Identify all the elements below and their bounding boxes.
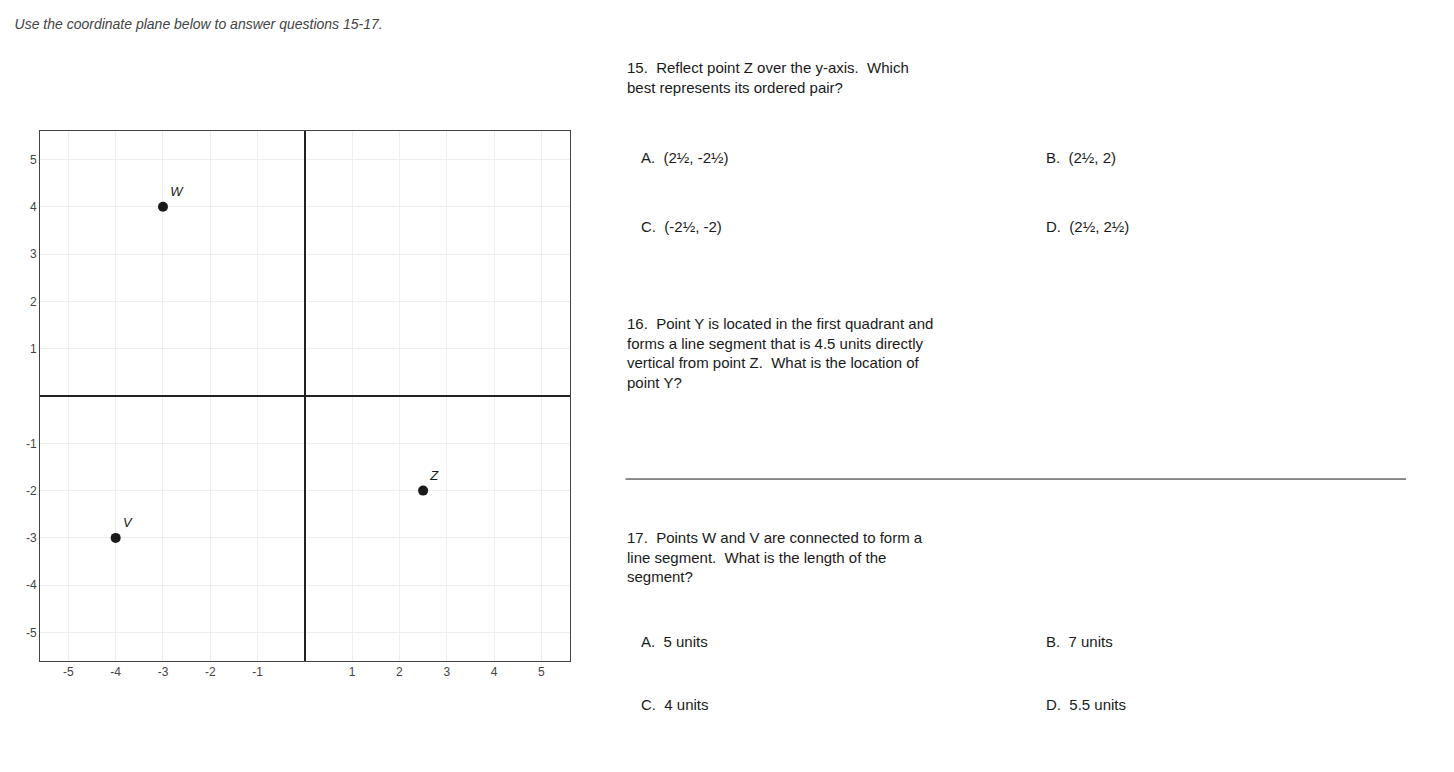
svg-text:W: W [170, 184, 184, 199]
svg-text:3: 3 [443, 665, 450, 679]
svg-text:V: V [123, 515, 133, 530]
svg-text:Use the coordinate plane below: Use the coordinate plane below to answer… [15, 16, 383, 32]
svg-text:-1: -1 [252, 665, 263, 679]
svg-text:1: 1 [30, 342, 37, 356]
svg-text:-4: -4 [26, 578, 37, 592]
svg-text:2: 2 [30, 295, 37, 309]
svg-text:C. (-2½, -2): C. (-2½, -2) [641, 218, 722, 235]
svg-text:17. Points W and V are connec: 17. Points W and V are connected to form… [627, 529, 923, 585]
svg-text:B. 7 units: B. 7 units [1046, 633, 1113, 650]
svg-text:D. (2½, 2½): D. (2½, 2½) [1046, 218, 1129, 235]
svg-text:4: 4 [491, 665, 498, 679]
svg-text:A. 5 units: A. 5 units [641, 633, 708, 650]
svg-text:A. (2½, -2½): A. (2½, -2½) [641, 149, 729, 166]
svg-text:-3: -3 [158, 665, 169, 679]
svg-text:5: 5 [30, 153, 37, 167]
svg-text:B. (2½, 2): B. (2½, 2) [1046, 149, 1116, 166]
svg-text:2: 2 [396, 665, 403, 679]
svg-text:-1: -1 [26, 437, 37, 451]
svg-text:3: 3 [30, 247, 37, 261]
svg-text:D. 5.5 units: D. 5.5 units [1046, 696, 1126, 713]
svg-text:-5: -5 [63, 665, 74, 679]
svg-text:-2: -2 [26, 484, 37, 498]
svg-text:15. Reflect point Z over the: 15. Reflect point Z over the y-axis. Whi… [627, 59, 909, 96]
svg-text:C. 4 units: C. 4 units [641, 696, 709, 713]
svg-text:4: 4 [30, 200, 37, 214]
svg-text:16. Point Y is located in the: 16. Point Y is located in the first quad… [627, 315, 933, 391]
svg-text:-5: -5 [26, 626, 37, 640]
svg-text:5: 5 [538, 665, 545, 679]
svg-text:1: 1 [349, 665, 356, 679]
svg-text:-4: -4 [110, 665, 121, 679]
svg-text:Z: Z [429, 468, 439, 483]
svg-text:-3: -3 [26, 531, 37, 545]
svg-text:-2: -2 [205, 665, 216, 679]
